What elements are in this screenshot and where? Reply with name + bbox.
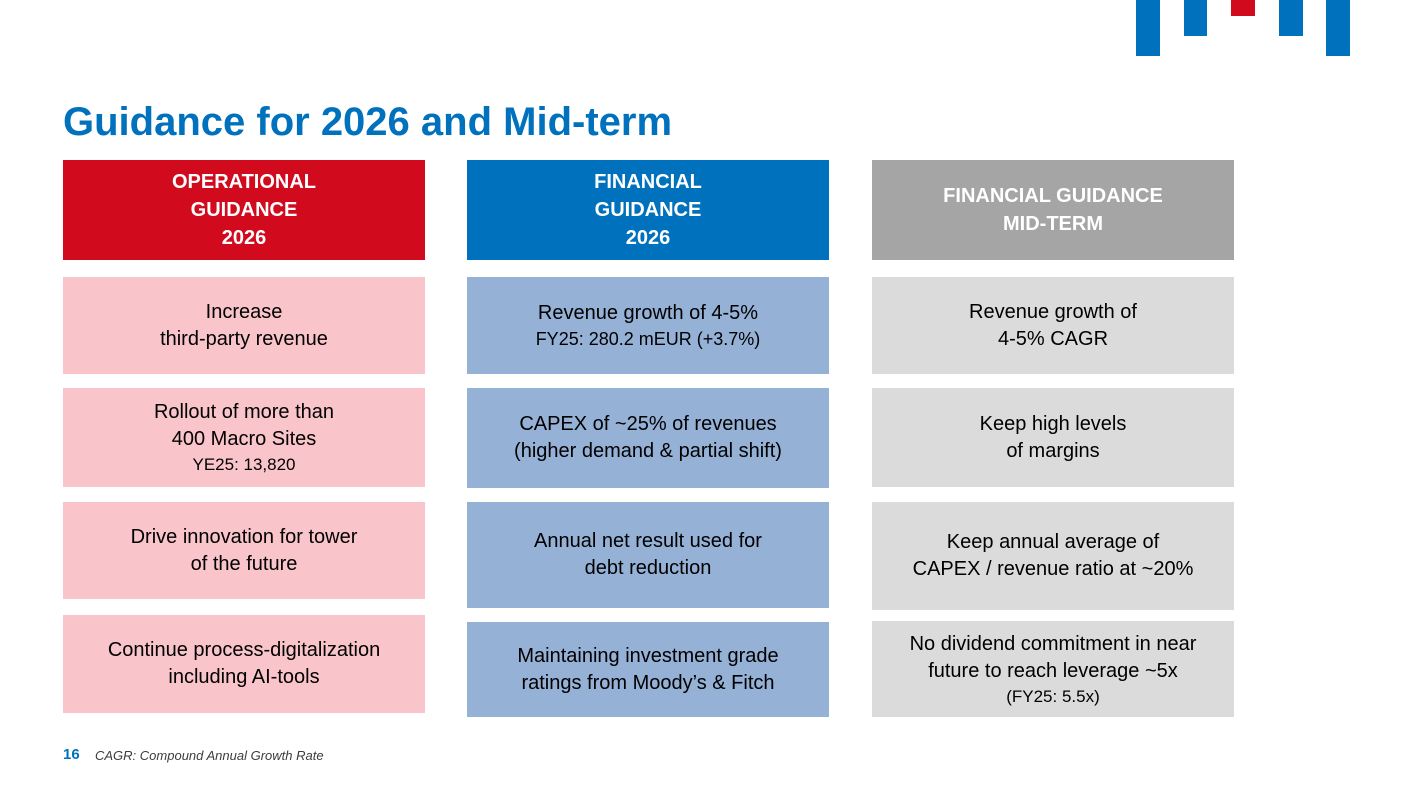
header-line: FINANCIAL [594, 171, 702, 193]
cell-subline: FY25: 280.2 mEUR (+3.7%) [535, 328, 761, 349]
guidance-cell: Continue process-digitalization includin… [63, 615, 425, 713]
header-line: 2026 [221, 227, 267, 249]
cell-text-line: third-party revenue [160, 327, 328, 350]
guidance-cell: Rollout of more than 400 Macro Sites YE2… [63, 388, 425, 487]
cell-text-line: of margins [1006, 439, 1100, 462]
cell-text-line: Rollout of more than [153, 401, 335, 423]
guidance-cell: Keep annual average of CAPEX / revenue r… [872, 502, 1234, 610]
cell-text-line: 4-5% CAGR [997, 327, 1109, 350]
header-line: GUIDANCE [190, 199, 298, 221]
guidance-cell: Drive innovation for tower of the future [63, 502, 425, 599]
cell-subline: (FY25: 5.5x) [1006, 686, 1100, 706]
guidance-cell: No dividend commitment in near future to… [872, 621, 1234, 717]
guidance-cell: Annual net result used for debt reductio… [467, 502, 829, 608]
column-header-operational: OPERATIONAL GUIDANCE 2026 [63, 160, 425, 260]
guidance-cell: Revenue growth of 4-5% FY25: 280.2 mEUR … [467, 277, 829, 374]
header-line: OPERATIONAL [171, 171, 317, 193]
cell-text-line: ratings from Moody’s & Fitch [521, 671, 775, 694]
header-line: 2026 [625, 227, 671, 249]
guidance-cell: Revenue growth of 4-5% CAGR [872, 277, 1234, 374]
column-header-mid-term: FINANCIAL GUIDANCE MID-TERM [872, 160, 1234, 260]
cell-text-line: debt reduction [584, 557, 712, 579]
header-line: MID-TERM [1003, 213, 1103, 235]
cell-text-line: Drive innovation for tower [130, 525, 358, 548]
cell-text-line: future to reach leverage ~5x [928, 659, 1178, 682]
guidance-cell: CAPEX of ~25% of revenues (higher demand… [467, 388, 829, 488]
cell-text-line: Keep high levels [979, 412, 1127, 435]
cell-subline: YE25: 13,820 [192, 455, 296, 474]
guidance-cell: Keep high levels of margins [872, 388, 1234, 487]
column-financial-guidance-2026: FINANCIAL GUIDANCE 2026 Revenue growth o… [467, 160, 829, 717]
footnote: CAGR: Compound Annual Growth Rate [95, 748, 324, 763]
cell-text-line: Keep annual average of [946, 531, 1160, 553]
company-logo [1136, 0, 1350, 56]
cell-text-line: including AI-tools [168, 666, 320, 688]
header-line: FINANCIAL GUIDANCE [943, 185, 1163, 207]
cell-text-line: CAPEX of ~25% of revenues [519, 413, 777, 435]
cell-text-line: Maintaining investment grade [517, 644, 779, 667]
cell-text-line: of the future [190, 552, 298, 575]
cell-text-line: Annual net result used for [534, 530, 762, 552]
cell-text-line: 400 Macro Sites [171, 428, 317, 450]
logo-bar-1 [1136, 0, 1160, 56]
slide-title: Guidance for 2026 and Mid-term [63, 99, 673, 144]
cell-text-line: Increase [205, 300, 283, 323]
logo-bar-5 [1326, 0, 1350, 56]
cell-text-line: No dividend commitment in near [909, 632, 1197, 655]
logo-bar-4 [1279, 0, 1303, 36]
guidance-cell: Maintaining investment grade ratings fro… [467, 622, 829, 717]
cell-text-line: CAPEX / revenue ratio at ~20% [912, 558, 1194, 580]
cell-text-line: Revenue growth of 4-5% [537, 301, 759, 324]
logo-bar-2 [1184, 0, 1207, 36]
header-line: GUIDANCE [594, 199, 702, 221]
column-header-financial-2026: FINANCIAL GUIDANCE 2026 [467, 160, 829, 260]
column-financial-guidance-mid-term: FINANCIAL GUIDANCE MID-TERM Revenue grow… [872, 160, 1234, 717]
page-number: 16 [63, 746, 80, 763]
cell-text-line: Revenue growth of [969, 300, 1137, 323]
cell-text-line: (higher demand & partial shift) [514, 440, 782, 462]
cell-text-line: Continue process-digitalization [107, 639, 381, 661]
guidance-cell: Increase third-party revenue [63, 277, 425, 374]
logo-bar-3 [1231, 0, 1255, 16]
column-operational-guidance-2026: OPERATIONAL GUIDANCE 2026 Increase third… [63, 160, 425, 713]
